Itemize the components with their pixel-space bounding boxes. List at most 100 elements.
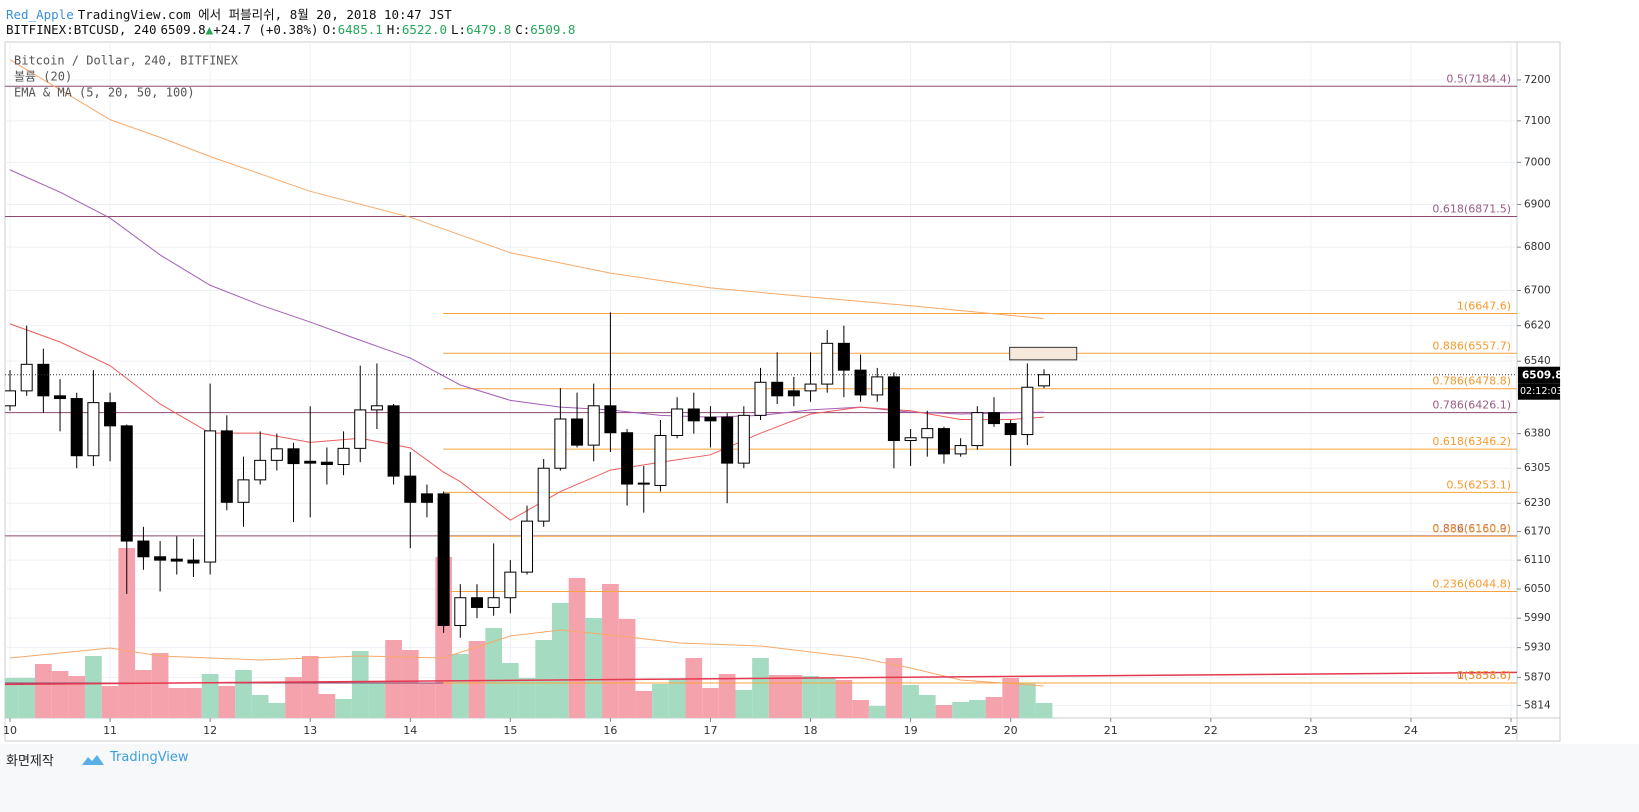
chart: Bitcoin / Dollar, 240, BITFINEX 볼륨 (20) EM… (3, 41, 1563, 742)
x-tick-label: 12 (203, 724, 217, 737)
volume-bar (652, 684, 669, 718)
candle-body (987, 412, 1000, 425)
y-tick-label: 6050 (1524, 583, 1551, 595)
candle-body (437, 493, 450, 626)
volume-bar (802, 676, 819, 718)
up-arrow: ▲ (205, 22, 214, 37)
fib-label: 0.5(7184.4) (1446, 72, 1511, 85)
candle-body (420, 493, 433, 503)
ohlc-value: 6485.1 (337, 22, 383, 37)
volume-bar (552, 603, 569, 718)
change: +24.7 (+0.38%) (213, 22, 319, 37)
candle-body (104, 402, 117, 427)
price: 6509.8 (160, 22, 206, 37)
volume-bar (368, 681, 386, 718)
volume-bar (268, 703, 286, 718)
volume-bar (401, 650, 419, 718)
y-tick-label: 7000 (1524, 156, 1551, 168)
candle-body (154, 556, 167, 561)
candle-body (487, 597, 500, 608)
volume-bar (201, 674, 219, 718)
x-tick-label: 15 (503, 724, 517, 737)
volume-bar (218, 686, 236, 718)
candle-body (1004, 423, 1017, 436)
quote-line: BITFINEX:BTCUSD, 240 6509.8▲+24.7 (+0.38%… (6, 22, 583, 37)
candle-body (687, 408, 700, 422)
volume-bar (385, 640, 402, 718)
candle-body (220, 430, 233, 503)
volume-bar (18, 678, 36, 718)
volume-bar (235, 670, 252, 718)
volume-bar (752, 658, 769, 718)
volume-bar (935, 705, 953, 718)
ma-line (9, 169, 1044, 418)
candle-body (5, 390, 17, 407)
candle-body (87, 402, 100, 457)
y-tick-label: 6900 (1524, 198, 1551, 210)
x-tick-label: 11 (103, 724, 117, 737)
volume-bar (735, 690, 753, 718)
x-tick-label: 20 (1004, 724, 1018, 737)
volume-bar (952, 702, 969, 718)
volume-bar (618, 619, 636, 718)
volume-bar (602, 584, 619, 718)
ohlc-value: 6509.8 (530, 22, 576, 37)
candle-body (621, 432, 634, 485)
ohlc-key: C: (515, 22, 531, 37)
volume-ma-line (9, 629, 1044, 687)
candle-body (654, 434, 667, 486)
volume-bar (768, 675, 786, 718)
candle-body (604, 405, 617, 434)
legend-entry: 볼륨 (20) (14, 70, 72, 84)
fib-label: 0.236(6044.8) (1432, 578, 1511, 591)
candle-body (904, 437, 917, 442)
ohlc-key: O: (322, 22, 338, 37)
volume-bar (301, 656, 319, 718)
volume-bar (885, 658, 903, 718)
volume-bar (868, 706, 886, 718)
fib-label: 0.382(6160.0) (1432, 522, 1511, 535)
volume-bar (535, 640, 553, 718)
candle-body (954, 445, 967, 455)
candle-body (304, 460, 317, 464)
volume-bar (852, 700, 869, 718)
candle-body (737, 414, 750, 464)
volume-bar (35, 664, 52, 718)
candle-body (20, 363, 33, 392)
volume-bar (518, 678, 536, 718)
candle-body (971, 412, 984, 447)
made-with: 화면제작 (6, 754, 54, 769)
x-tick-label: 25 (1504, 724, 1518, 737)
volume-bar (485, 628, 502, 718)
y-tick-label: 6305 (1524, 462, 1551, 474)
candle-body (837, 342, 850, 371)
volume-bar (902, 685, 919, 718)
candle-body (387, 405, 400, 477)
volume-bar (68, 676, 86, 718)
volume-bar (135, 670, 152, 718)
candle-body (354, 409, 367, 449)
author[interactable]: Red_Apple (6, 7, 74, 22)
candle-body (137, 540, 150, 558)
y-tick-label: 5870 (1524, 671, 1551, 683)
ma-line (9, 59, 1044, 320)
candle-body (204, 430, 217, 563)
candle-body (270, 448, 283, 461)
candle-body (554, 418, 567, 469)
volume-bar (501, 663, 519, 718)
x-tick-label: 21 (1104, 724, 1118, 737)
candle-body (254, 459, 267, 481)
logo-icon[interactable] (80, 752, 106, 768)
y-tick-label: 6380 (1524, 428, 1551, 440)
candle-body (821, 342, 834, 385)
volume-bar (785, 675, 803, 718)
y-tick-label: 6110 (1524, 554, 1551, 566)
y-tick-label: 6230 (1524, 497, 1551, 509)
last-price-box (1518, 366, 1560, 384)
brand[interactable]: TradingView (110, 750, 189, 765)
ohlc-key: L: (451, 22, 467, 37)
overlay: Bitcoin / Dollar, 240, BITFINEX 볼륨 (20) EM… (3, 54, 1563, 738)
candle-body (787, 390, 800, 397)
volume-bar (1019, 683, 1036, 718)
